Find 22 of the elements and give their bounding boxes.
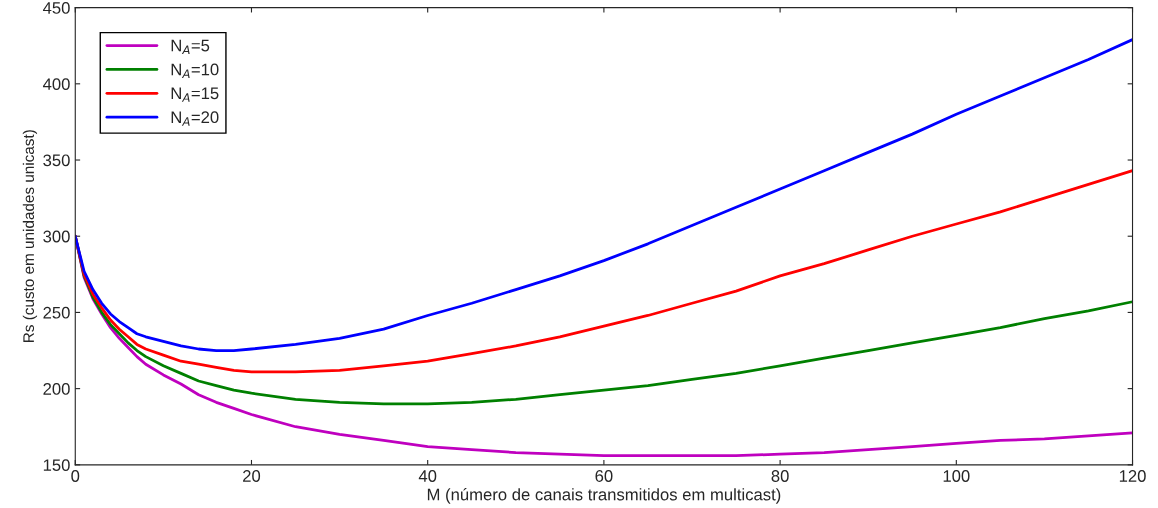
x-tick-label: 60 <box>595 470 613 482</box>
x-tick-label: 100 <box>943 470 970 482</box>
y-tick-label: 300 <box>43 230 70 243</box>
x-tick-label: 120 <box>1119 470 1146 482</box>
y-tick-label: 400 <box>42 78 70 91</box>
y-tick-label: 350 <box>43 154 70 167</box>
line-series <box>75 169 1133 374</box>
x-tick-label: 40 <box>418 470 437 482</box>
y-tick-label: 200 <box>43 383 70 395</box>
legend-label: N$_{A}$=15 <box>171 87 219 102</box>
y-tick-label: 150 <box>43 459 70 472</box>
legend-label: N$_{A}$=10 <box>171 63 219 78</box>
y-axis-title: Rs (custo em unidades unicast) <box>22 130 38 342</box>
x-tick-label: 20 <box>243 470 261 482</box>
y-tick-label: 250 <box>43 306 70 319</box>
x-axis-title: M (número de canais transmitidos em multicast) <box>427 487 781 504</box>
x-tick-label: 0 <box>71 470 80 482</box>
legend-label: N$_{A}$=20 <box>171 111 219 126</box>
line-series <box>75 38 1133 352</box>
x-tick-label: 80 <box>771 470 789 482</box>
y-tick-label: 450 <box>42 2 70 14</box>
legend-label: N$_{A}$=5 <box>171 39 210 55</box>
